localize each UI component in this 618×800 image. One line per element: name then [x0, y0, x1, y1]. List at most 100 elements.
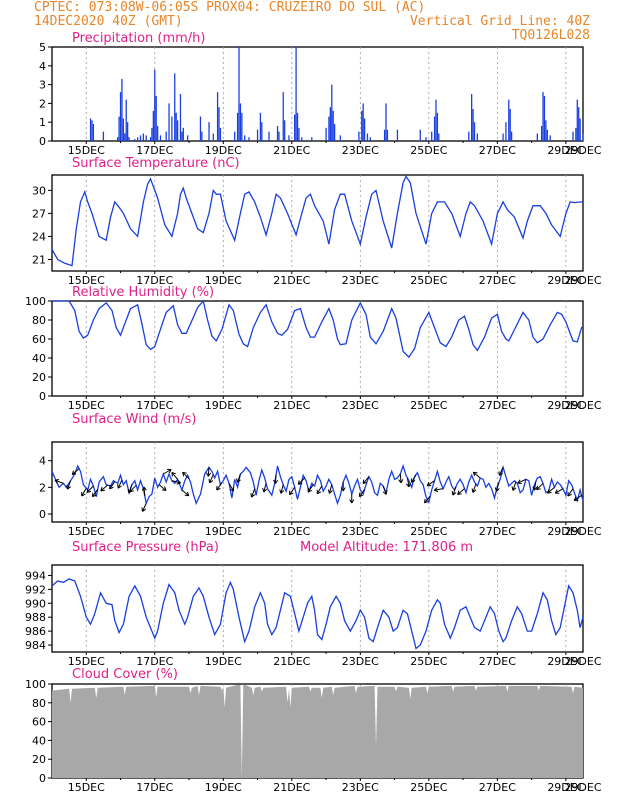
precip-bar: [134, 139, 136, 141]
precip-bar: [122, 118, 125, 141]
precip-bar: [361, 110, 363, 141]
precip-bar: [540, 125, 543, 141]
precip-bar: [234, 131, 236, 141]
precip-bar: [171, 116, 173, 141]
y-tick-label: 4: [39, 60, 46, 73]
precip-bar: [358, 131, 360, 141]
y-tick-label: 0: [39, 508, 46, 521]
wind-arrow: [517, 478, 527, 485]
x-tick-label: 19DEC: [205, 144, 242, 157]
panel-title: Surface Pressure (hPa): [72, 540, 219, 555]
precip-bar: [325, 127, 327, 141]
precip-bar: [256, 129, 259, 141]
precip-bar: [576, 99, 578, 141]
precip-bar: [244, 135, 246, 141]
precip-bar: [208, 122, 210, 141]
precip-bar: [168, 103, 170, 141]
wind-arrow: [92, 489, 99, 498]
y-tick-label: 20: [32, 753, 46, 766]
wind-arrow: [129, 484, 137, 493]
y-tick-label: 984: [25, 639, 46, 652]
wind-arrow: [498, 467, 504, 476]
panel-subtitle: Model Altitude: 171.806 m: [300, 540, 473, 555]
x-tick-label: 29DEC: [564, 399, 601, 412]
x-tick-label: 15DEC: [68, 655, 105, 668]
cloud-cover-panel: 15DEC 17DEC 19DEC 21DEC 23DEC 25DEC 27DEC 29DEC…: [25, 667, 602, 794]
x-tick-label: 29DEC: [564, 274, 601, 287]
precip-bar: [385, 103, 387, 141]
precip-bar: [578, 107, 580, 141]
wind-arrow: [262, 483, 268, 493]
x-tick-label: 29DEC: [547, 144, 584, 157]
precip-bar: [181, 131, 183, 141]
precip-bar: [549, 135, 551, 141]
precip-bar: [176, 120, 179, 141]
precip-bar: [128, 137, 130, 141]
y-tick-label: 1: [39, 116, 46, 129]
precip-bar: [295, 47, 297, 141]
precip-bar: [124, 133, 126, 141]
precip-bar: [268, 131, 270, 141]
x-tick-label: 27DEC: [479, 781, 516, 794]
precip-bar: [102, 131, 105, 141]
wind-arrow: [423, 495, 431, 504]
precip-bar: [182, 127, 184, 141]
wind-arrow: [208, 474, 214, 484]
precip-bar: [119, 92, 122, 141]
wind-frame: [51, 441, 584, 523]
x-tick-label: 17DEC: [136, 274, 173, 287]
wind-arrow: [433, 487, 444, 493]
x-tick-label: 19DEC: [205, 274, 242, 287]
precip-bar: [239, 103, 242, 141]
precip-bar: [473, 122, 476, 141]
y-tick-label: 40: [32, 734, 46, 747]
wind-arrow: [426, 480, 435, 487]
precip-bar: [425, 137, 427, 141]
precip-bar: [238, 47, 240, 141]
wind-arrow: [117, 479, 123, 489]
wind-arrow: [382, 485, 388, 495]
x-tick-label: 29DEC: [547, 274, 584, 287]
x-tick-label: 19DEC: [205, 525, 242, 538]
wind-arrow: [250, 488, 256, 498]
precip-bar: [433, 116, 436, 141]
x-tick-label: 29DEC: [564, 655, 601, 668]
y-tick-label: 100: [25, 678, 46, 691]
precip-bar: [476, 133, 479, 141]
wind-arrow: [340, 482, 346, 492]
x-tick-label: 23DEC: [342, 655, 379, 668]
precip-bar: [331, 84, 333, 141]
precip-bar: [175, 112, 177, 141]
wind-arrow: [236, 473, 241, 483]
wind-arrow: [109, 481, 116, 490]
precip-bar: [298, 127, 300, 141]
precip-bar: [505, 122, 507, 141]
wind-arrow: [279, 484, 285, 494]
x-tick-label: 17DEC: [136, 781, 173, 794]
precip-bar: [219, 127, 222, 141]
x-tick-label: 29DEC: [547, 399, 584, 412]
x-tick-label: 17DEC: [136, 525, 173, 538]
wind-arrow: [457, 488, 465, 495]
x-tick-label: 23DEC: [342, 781, 379, 794]
x-tick-label: 23DEC: [342, 274, 379, 287]
wind-arrow: [289, 487, 296, 496]
x-tick-label: 17DEC: [136, 144, 173, 157]
y-tick-label: 988: [25, 611, 46, 624]
wind-arrow: [511, 481, 517, 491]
precip-bar: [261, 122, 263, 141]
pressure-frame: [51, 564, 584, 653]
wind-arrow: [171, 471, 178, 480]
wind-arrow: [307, 484, 314, 493]
wind-arrow: [349, 494, 355, 504]
y-tick-label: 986: [25, 625, 46, 638]
precip-bar: [154, 69, 156, 141]
precip-bar: [145, 135, 147, 141]
precip-bar: [301, 137, 303, 141]
precip-bar: [332, 110, 334, 141]
x-tick-label: 23DEC: [342, 525, 379, 538]
precip-bar: [436, 112, 439, 141]
wind-arrow: [471, 483, 477, 493]
wind-arrow: [171, 479, 181, 485]
